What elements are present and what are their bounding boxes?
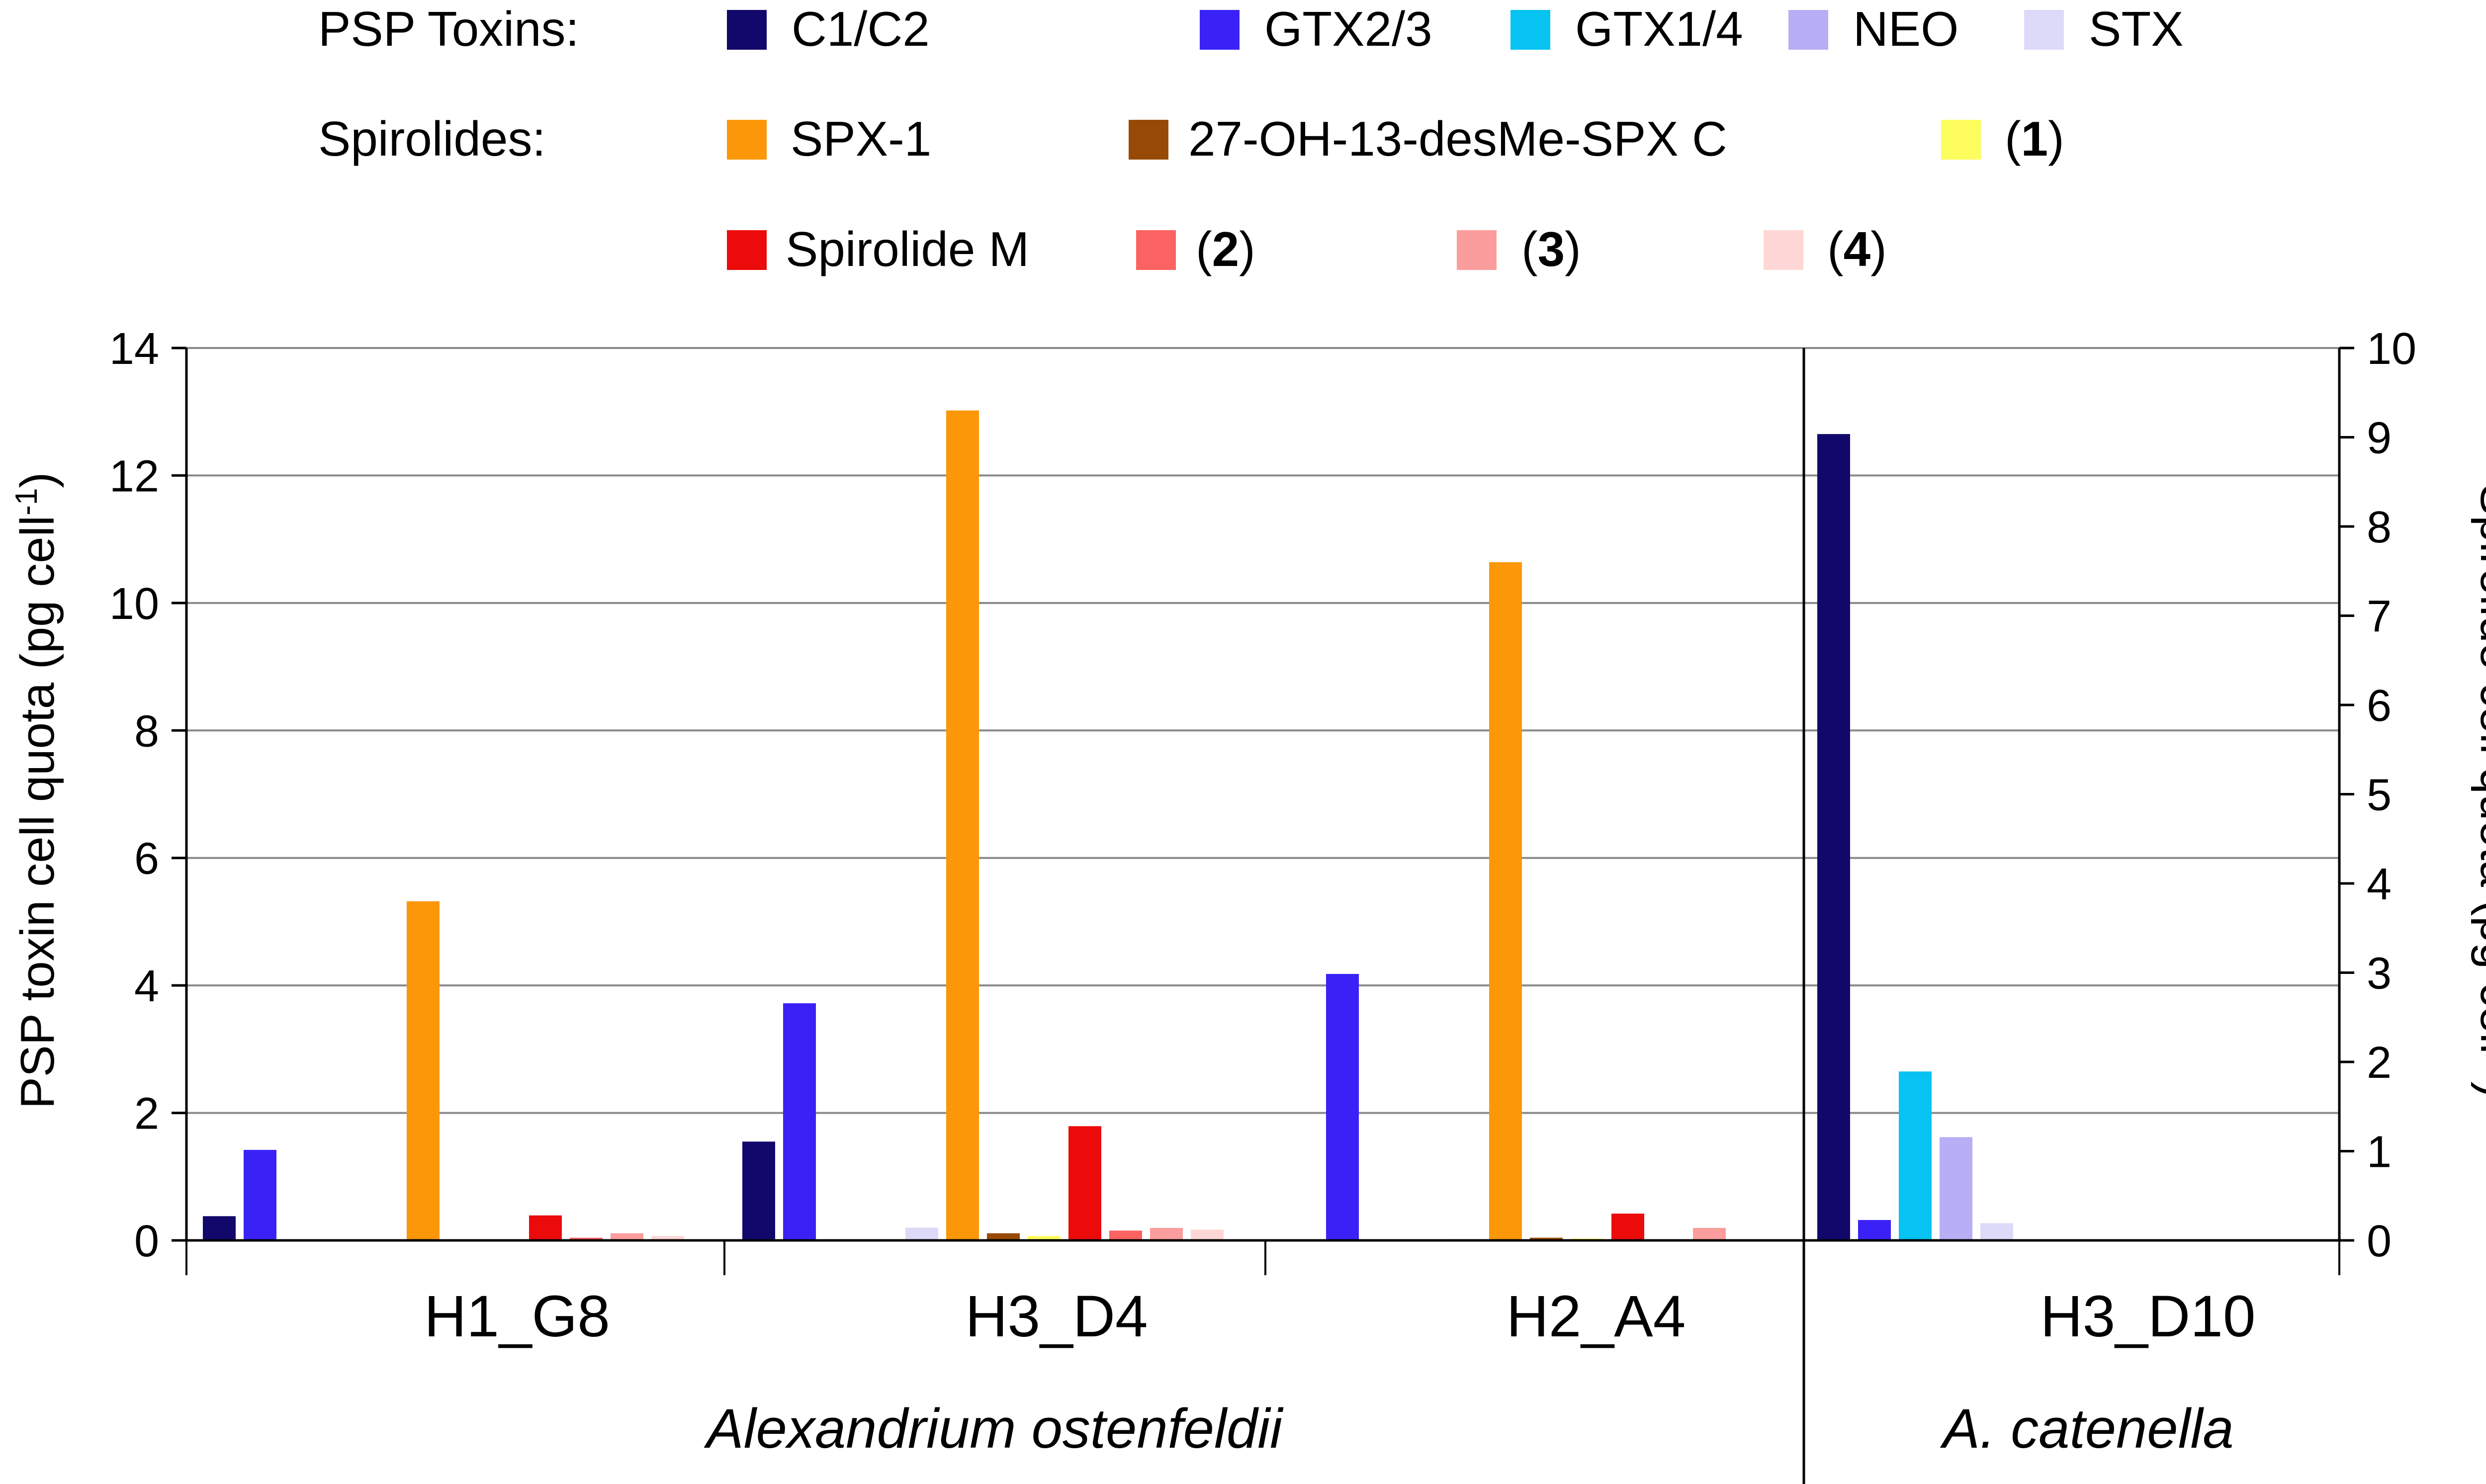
category-label: H2_A4 bbox=[1507, 1284, 1686, 1349]
bar bbox=[244, 1149, 276, 1240]
bar bbox=[987, 1233, 1020, 1240]
bar bbox=[905, 1227, 938, 1240]
y-left-tick-label: 2 bbox=[134, 1089, 159, 1139]
group-label: Alexandrium ostenfeldii bbox=[704, 1397, 1284, 1460]
y-right-tick-label: 10 bbox=[2367, 324, 2416, 374]
legend-label: NEO bbox=[1853, 1, 1958, 56]
bar bbox=[1109, 1230, 1142, 1240]
legend-label: SPX-1 bbox=[791, 111, 931, 166]
bar bbox=[1899, 1071, 1932, 1240]
bar bbox=[1693, 1227, 1726, 1240]
bar bbox=[529, 1215, 562, 1240]
legend-swatch bbox=[1129, 120, 1168, 160]
legend-label: (2) bbox=[1196, 222, 1255, 276]
bars bbox=[203, 410, 2013, 1240]
y-right-tick-label: 5 bbox=[2367, 771, 2392, 820]
bar bbox=[611, 1233, 643, 1240]
legend-label: STX bbox=[2089, 1, 2184, 56]
legend-label: GTX1/4 bbox=[1575, 1, 1743, 56]
bar bbox=[1191, 1229, 1224, 1240]
y-right-tick-label: 7 bbox=[2367, 592, 2392, 642]
bar bbox=[742, 1141, 775, 1240]
legend-swatch bbox=[727, 230, 767, 270]
bar bbox=[1150, 1227, 1183, 1240]
legend-spirolides-title: Spirolides: bbox=[318, 111, 546, 166]
bar bbox=[1068, 1126, 1101, 1240]
bar bbox=[1817, 434, 1850, 1240]
bar bbox=[1980, 1223, 2013, 1240]
legend: PSP Toxins: Spirolides: C1/C2 GTX2/3 GTX1/… bbox=[318, 1, 2184, 276]
y-right-tick-label: 2 bbox=[2367, 1038, 2392, 1088]
bar bbox=[1326, 974, 1359, 1240]
legend-psp-title: PSP Toxins: bbox=[318, 1, 579, 56]
legend-swatch bbox=[1510, 10, 1550, 50]
y-right-tick-label: 6 bbox=[2367, 681, 2392, 731]
y-left-tick-label: 0 bbox=[134, 1217, 159, 1266]
y-left-tick-label: 12 bbox=[109, 451, 159, 501]
bar bbox=[203, 1216, 236, 1240]
y-right-tick-label: 8 bbox=[2367, 503, 2392, 552]
y-right-tick-label: 1 bbox=[2367, 1128, 2392, 1177]
right-tick-labels: 0 1 2 3 4 5 6 7 8 9 10 bbox=[2367, 324, 2416, 1266]
legend-label: (4) bbox=[1827, 222, 1887, 276]
bar bbox=[1940, 1137, 1972, 1240]
y-right-tick-label: 3 bbox=[2367, 949, 2392, 999]
legend-label: C1/C2 bbox=[792, 1, 930, 56]
legend-swatch bbox=[1941, 120, 1981, 160]
legend-swatch bbox=[1788, 10, 1828, 50]
bar bbox=[1530, 1237, 1563, 1240]
bar bbox=[946, 410, 979, 1240]
legend-swatch bbox=[1764, 230, 1803, 270]
legend-label: GTX2/3 bbox=[1264, 1, 1432, 56]
y-right-tick-label: 4 bbox=[2367, 860, 2392, 909]
category-labels: H1_G8 H3_D4 H2_A4 H3_D10 bbox=[424, 1284, 2255, 1349]
category-label: H1_G8 bbox=[424, 1284, 610, 1349]
bar bbox=[1611, 1214, 1644, 1240]
legend-swatch bbox=[727, 120, 767, 160]
category-label: H3_D10 bbox=[2041, 1284, 2256, 1349]
legend-swatch bbox=[1200, 10, 1240, 50]
gridlines bbox=[186, 347, 2339, 1114]
bar bbox=[783, 1003, 816, 1240]
legend-label: (3) bbox=[1521, 222, 1581, 276]
legend-label: (1) bbox=[2005, 111, 2064, 166]
legend-swatch bbox=[727, 10, 767, 50]
bar bbox=[1028, 1236, 1061, 1240]
y-axis-right-title: Spirolide cell quota (pg cell-1) bbox=[2471, 484, 2486, 1097]
y-axis-left-title: PSP toxin cell quota (pg cell-1) bbox=[9, 472, 64, 1109]
y-left-tick-label: 8 bbox=[134, 706, 159, 756]
y-left-tick-label: 6 bbox=[134, 834, 159, 884]
bar bbox=[407, 901, 440, 1240]
legend-items: C1/C2 GTX2/3 GTX1/4 NEO STX SPX-1 27-OH-13-des… bbox=[727, 1, 2184, 276]
group-label: A. catenella bbox=[1940, 1397, 2233, 1460]
y-left-tick-label: 4 bbox=[134, 961, 159, 1011]
group-labels: Alexandrium ostenfeldii A. catenella bbox=[704, 1397, 2234, 1460]
legend-label: 27-OH-13-desMe-SPX C bbox=[1188, 111, 1727, 166]
legend-swatch bbox=[1136, 230, 1176, 270]
legend-swatch bbox=[1457, 230, 1497, 270]
y-left-tick-label: 10 bbox=[109, 579, 159, 629]
y-right-tick-label: 9 bbox=[2367, 414, 2392, 463]
legend-label: Spirolide M bbox=[786, 222, 1029, 276]
legend-swatch bbox=[2024, 10, 2064, 50]
axes bbox=[172, 347, 2354, 1484]
category-label: H3_D4 bbox=[965, 1284, 1148, 1349]
bar bbox=[651, 1236, 684, 1240]
bar bbox=[570, 1237, 603, 1240]
left-tick-labels: 0 2 4 6 8 10 12 14 bbox=[109, 324, 159, 1266]
y-right-tick-label: 0 bbox=[2367, 1217, 2392, 1266]
bar bbox=[1489, 562, 1522, 1240]
y-left-tick-label: 14 bbox=[109, 324, 159, 374]
bar bbox=[1858, 1220, 1891, 1240]
